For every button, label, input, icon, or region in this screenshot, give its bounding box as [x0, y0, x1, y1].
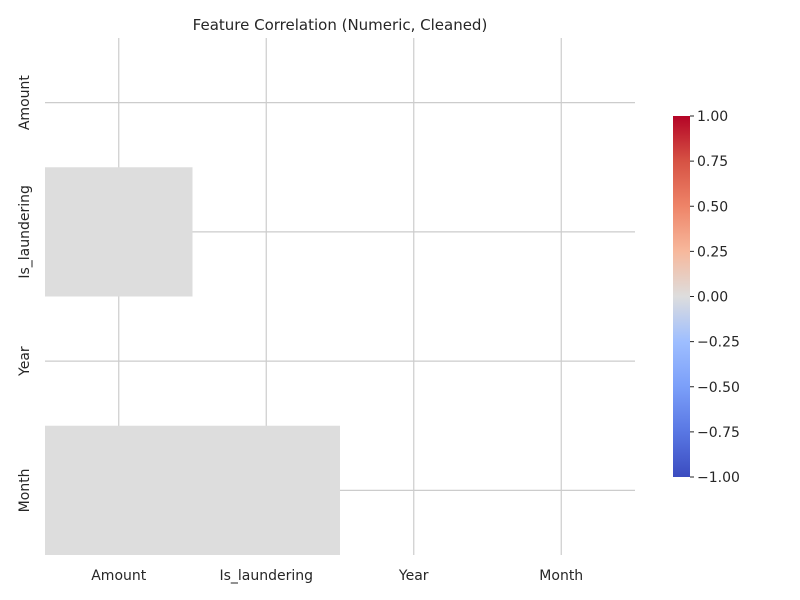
colorbar-tick-label: −0.25 — [697, 335, 740, 351]
y-tick-label-is-laundering: Is_laundering — [17, 185, 33, 279]
cell-month-is-laundering — [192, 425, 340, 555]
colorbar-tick-label: 0.25 — [697, 244, 728, 260]
cell-month-amount — [45, 425, 193, 555]
heatmap-cells — [45, 167, 340, 555]
x-axis-ticks: Amount Is_laundering Year Month — [91, 568, 583, 584]
colorbar-gradient — [673, 116, 690, 477]
colorbar-tick-label: 0.75 — [697, 154, 728, 170]
x-tick-label-month: Month — [539, 568, 583, 584]
colorbar-tick-label: −0.75 — [697, 425, 740, 441]
y-tick-label-year: Year — [17, 346, 33, 377]
x-tick-label-amount: Amount — [91, 568, 147, 584]
colorbar-tick-label: −0.50 — [697, 380, 740, 396]
colorbar-tick-label: 0.50 — [697, 199, 728, 215]
x-tick-label-year: Year — [398, 568, 429, 584]
colorbar-tick-label: 0.00 — [697, 290, 728, 306]
chart-title: Feature Correlation (Numeric, Cleaned) — [193, 16, 488, 34]
y-tick-label-amount: Amount — [17, 75, 33, 131]
colorbar-ticks: 1.00 0.75 0.50 0.25 0.00 −0.25 −0.50 −0.75 −1.00 — [690, 109, 740, 486]
colorbar-tick-label: 1.00 — [697, 109, 728, 125]
cell-is-laundering-amount — [45, 167, 193, 297]
x-tick-label-is-laundering: Is_laundering — [219, 568, 313, 584]
y-tick-label-month: Month — [17, 468, 33, 512]
colorbar: 1.00 0.75 0.50 0.25 0.00 −0.25 −0.50 −0.75 −1.00 — [673, 109, 740, 486]
colorbar-tick-label: −1.00 — [697, 470, 740, 486]
y-axis-ticks: Amount Is_laundering Year Month — [17, 75, 33, 513]
